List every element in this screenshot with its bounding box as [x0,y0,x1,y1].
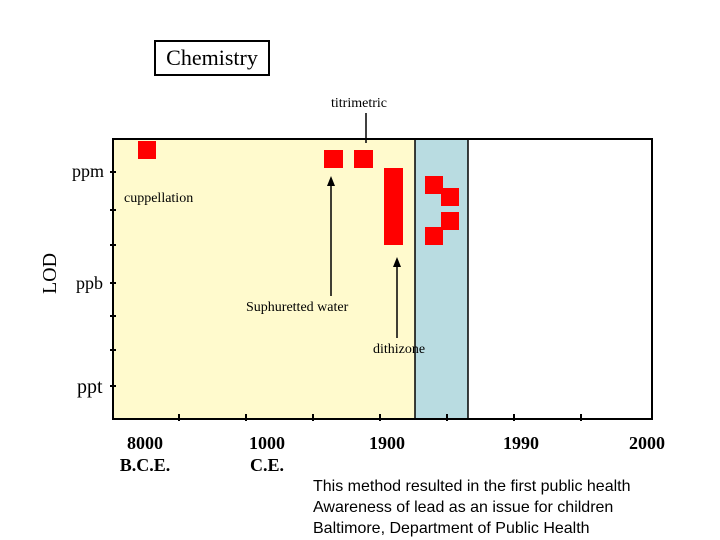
annotation-titrimetric: titrimetric [331,96,387,111]
x-tick-label: 1000 C.E. [232,432,302,476]
x-tick-label: 2000 [612,432,682,454]
marker-cuppellation [138,141,156,159]
plot-frame [112,138,653,420]
y-level-ppt: ppt [77,376,103,398]
marker-modern [425,227,443,245]
x-tick-label: 1990 [486,432,556,454]
marker-titrimetric [354,150,373,168]
annotation-cuppellation: cuppellation [124,191,194,206]
footnote-line: Baltimore, Department of Public Health [313,520,590,537]
x-tick-label: 1900 [352,432,422,454]
chart-title: Chemistry [154,40,270,76]
x-tick-line1: 1990 [503,433,539,453]
x-tick-line1: 8000 [127,433,163,453]
marker-modern [441,212,459,230]
marker-modern [441,188,459,206]
x-tick-line1: 1900 [369,433,405,453]
y-level-ppm: ppm [72,161,105,181]
annotation-suphuretted-water: Suphuretted water [246,300,349,315]
dithizone-arrowhead [393,257,401,267]
x-tick-label: 8000 B.C.E. [110,432,180,476]
footnote-line: This method resulted in the first public… [313,478,631,495]
x-tick-line2: B.C.E. [119,455,171,475]
marker-suphuretted-water [324,150,343,168]
marker-modern [425,176,443,194]
x-tick-line1: 1000 [249,433,285,453]
x-tick-line2: C.E. [249,455,284,475]
y-level-ppb: ppb [76,273,103,293]
suphuretted-arrowhead [327,176,335,186]
annotation-dithizone: dithizone [373,342,426,357]
y-axis-label: LOD [39,252,62,295]
footnote: This method resulted in the first public… [313,476,631,539]
marker-dithizone [384,168,403,245]
band-early [113,139,415,419]
x-tick-line1: 2000 [629,433,665,453]
footnote-line: Awareness of lead as an issue for childr… [313,499,614,516]
